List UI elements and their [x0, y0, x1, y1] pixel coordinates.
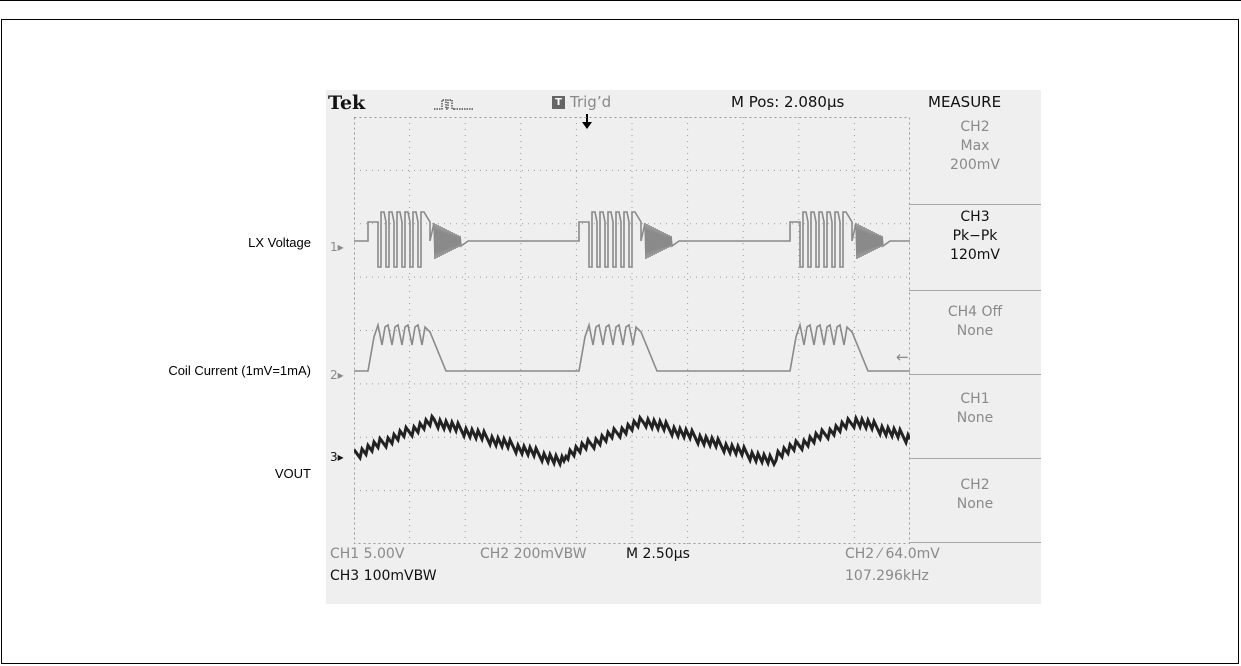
channel-3-marker: 3▸: [330, 450, 344, 464]
ch3-scale: CH3 100mVBW: [330, 568, 437, 584]
trigger-status-icon: T: [552, 96, 565, 109]
brand-logo: Tek: [328, 92, 366, 114]
trigger-frequency: 107.296kHz: [845, 568, 929, 584]
trigger-level-arrow-icon: ←: [896, 348, 909, 366]
oscilloscope-screen: Tek T Trig’d M Pos: 2.080µs MEASURE 1▸ 2…: [326, 90, 1041, 604]
measure-slot-3[interactable]: CH4 Off None: [947, 304, 1003, 339]
label-lx-voltage: LX Voltage: [248, 235, 311, 250]
trigger-setting: CH2 ⁄ 64.0mV: [845, 546, 940, 562]
waveform-display: [354, 117, 910, 544]
trigger-position-arrow-icon: [582, 114, 592, 129]
measure-menu: CH2 Max 200mV CH3 Pk−Pk 120mV CH4 Off None CH…: [909, 115, 1041, 543]
measure-slot-2[interactable]: CH3 Pk−Pk 120mV: [950, 209, 1000, 263]
channel-2-marker: 2▸: [330, 368, 344, 382]
ch2-scale: CH2 200mVBW: [480, 546, 587, 562]
measure-slot-4[interactable]: CH1 None: [956, 391, 994, 426]
horizontal-position: M Pos: 2.080µs: [731, 93, 845, 111]
measure-slot-5[interactable]: CH2 None: [956, 477, 994, 512]
acquisition-icon: [434, 99, 474, 110]
timebase: M 2.50µs: [626, 546, 690, 562]
label-vout: VOUT: [274, 466, 311, 481]
coil-current-trace: [354, 321, 910, 372]
vout-trace: [354, 412, 910, 469]
channel-1-marker: 1▸: [330, 240, 344, 254]
trigger-status: Trig’d: [570, 93, 612, 111]
measure-slot-1[interactable]: CH2 Max 200mV: [950, 119, 1000, 173]
ch1-scale: CH1 5.00V: [330, 546, 405, 562]
lx-voltage-trace: [354, 211, 910, 268]
label-coil-current: Coil Current (1mV=1mA): [168, 363, 311, 378]
menu-title: MEASURE: [928, 93, 1002, 111]
